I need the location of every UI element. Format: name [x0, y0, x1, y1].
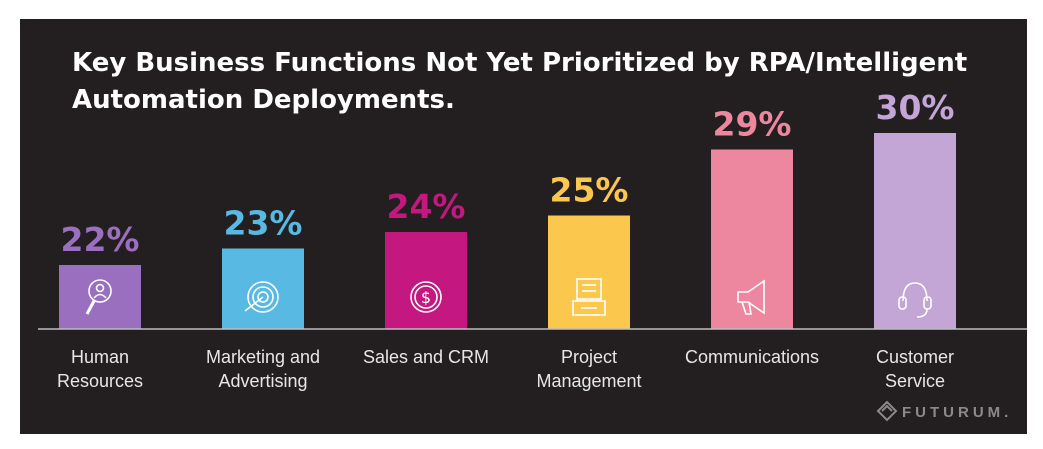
futurum-logo: FUTURUM.	[876, 400, 1012, 422]
futurum-logo-icon	[876, 400, 898, 422]
category-label-4-0: Communications	[685, 347, 819, 367]
category-label-0-1: Resources	[57, 371, 143, 391]
headset-icon	[898, 282, 932, 318]
magnifier-person-icon	[85, 279, 112, 315]
category-label-1-1: Advertising	[218, 371, 307, 391]
dollar-coin-icon: $	[410, 281, 442, 313]
value-label-5: 30%	[876, 88, 955, 127]
bar-0	[59, 265, 141, 329]
value-label-1: 23%	[224, 204, 303, 243]
bar-4	[711, 149, 793, 329]
icons-group: $	[85, 278, 932, 318]
bar-chart: Key Business Functions Not Yet Prioritiz…	[38, 48, 1027, 422]
labels-group: 22% Human Resources 23% Marketing and Adverti…	[57, 88, 955, 391]
svg-text:$: $	[421, 288, 431, 307]
category-label-5-1: Service	[885, 371, 945, 391]
bar-5	[874, 133, 956, 329]
category-label-3-0: Project	[561, 347, 617, 367]
value-label-3: 25%	[550, 171, 629, 210]
category-label-0-0: Human	[71, 347, 129, 367]
chart-title-line-2: Automation Deployments.	[72, 85, 455, 115]
value-label-4: 29%	[713, 105, 792, 144]
category-label-5-0: Customer	[876, 347, 954, 367]
value-label-0: 22%	[61, 220, 140, 259]
megaphone-icon	[737, 279, 765, 315]
bar-1	[222, 248, 304, 329]
bar-2	[385, 232, 467, 329]
category-label-3-1: Management	[536, 371, 641, 391]
target-icon	[244, 281, 279, 313]
bars-group	[59, 133, 956, 329]
category-label-2-0: Sales and CRM	[363, 347, 489, 367]
brand-name: FUTURUM.	[902, 404, 1012, 421]
chart-panel: Key Business Functions Not Yet Prioritiz…	[20, 19, 1027, 434]
clipboard-icon	[572, 278, 606, 316]
category-label-1-0: Marketing and	[206, 347, 320, 367]
value-label-2: 24%	[387, 187, 466, 226]
bar-3	[548, 215, 630, 329]
chart-title-line-1: Key Business Functions Not Yet Prioritiz…	[72, 48, 967, 78]
